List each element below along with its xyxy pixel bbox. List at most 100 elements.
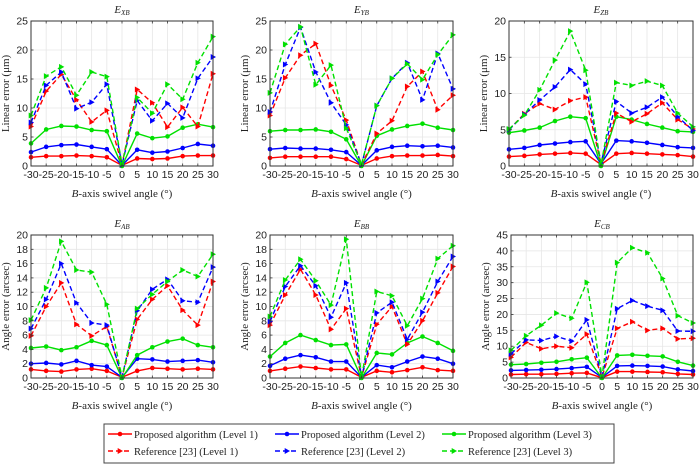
data-point [435, 51, 441, 58]
data-point [645, 353, 650, 359]
data-point [298, 154, 303, 160]
data-point [165, 81, 171, 88]
data-point [537, 86, 543, 93]
data-point [404, 359, 410, 364]
data-point [554, 359, 559, 365]
x-tick-label: -10 [84, 381, 99, 393]
data-point [404, 83, 411, 90]
data-point [282, 61, 289, 68]
data-point [660, 364, 665, 369]
data-point [74, 105, 80, 112]
x-tick-label: 10 [386, 381, 398, 393]
data-point [569, 370, 574, 376]
data-point [420, 317, 426, 324]
data-point [584, 279, 590, 286]
x-tick-label: 5 [374, 169, 380, 181]
y-tick-label: 6 [22, 330, 28, 342]
data-point [43, 144, 49, 150]
data-point [298, 262, 304, 269]
data-point [43, 360, 49, 366]
x-tick-label: 30 [207, 169, 219, 181]
y-tick-label: 15 [255, 74, 267, 86]
data-point [554, 366, 559, 372]
data-point [180, 125, 185, 131]
data-point [343, 125, 350, 132]
data-point [328, 62, 334, 69]
x-tick-label: 30 [207, 381, 219, 393]
x-tick-label: 20 [417, 381, 429, 393]
y-tick-label: 45 [496, 230, 508, 242]
data-point [435, 278, 441, 285]
data-point [630, 352, 635, 358]
data-point [165, 149, 170, 154]
data-point [583, 139, 588, 144]
x-tick-label: -25 [39, 381, 54, 393]
data-point [435, 152, 441, 158]
data-point [328, 367, 334, 372]
data-point [374, 321, 380, 328]
data-point [523, 367, 529, 373]
data-point [150, 291, 156, 298]
data-point [614, 79, 620, 86]
x-axis-label: B-axis swivel angle (°) [551, 188, 652, 200]
data-point [180, 367, 185, 372]
data-point [660, 142, 665, 148]
legend-label: Reference [23] (Level 3) [468, 447, 573, 458]
data-point [614, 151, 619, 156]
data-point [89, 362, 94, 368]
data-point [328, 326, 334, 333]
y-tick-label: 10 [494, 88, 506, 100]
data-point [282, 277, 289, 284]
data-point [389, 75, 395, 82]
legend-marker-circle [451, 431, 457, 437]
data-point [675, 128, 680, 134]
data-point [165, 282, 171, 289]
data-point [629, 82, 635, 89]
y-tick-label: 20 [16, 45, 28, 57]
data-point [298, 146, 303, 151]
data-point [104, 322, 110, 329]
data-point [569, 338, 575, 345]
legend-marker-triangle [117, 448, 123, 454]
data-point [645, 363, 650, 369]
data-point [614, 259, 621, 266]
data-point [552, 57, 558, 64]
data-point [328, 154, 334, 160]
data-point [343, 359, 349, 364]
x-tick-label: 15 [162, 169, 174, 181]
data-point [374, 362, 380, 368]
data-point [614, 110, 620, 117]
data-point [630, 244, 636, 251]
data-point [195, 342, 201, 348]
data-point [523, 332, 530, 339]
data-point [404, 153, 410, 158]
panel-title: EAB [113, 218, 130, 231]
data-point [74, 267, 80, 274]
data-point [313, 127, 319, 132]
data-point [165, 134, 170, 139]
data-point [104, 73, 110, 80]
data-point [374, 288, 380, 295]
data-point [195, 123, 201, 130]
data-point [583, 115, 588, 121]
legend: Proposed algorithm (Level 1) Proposed alg… [103, 423, 615, 464]
data-point [644, 110, 650, 117]
x-tick-label: 30 [447, 381, 459, 393]
data-point [165, 359, 170, 364]
data-point [328, 99, 334, 106]
data-point [313, 40, 319, 47]
legend-label: Proposed algorithm (Level 1) [134, 430, 258, 441]
data-point [59, 123, 64, 129]
data-point [59, 260, 65, 267]
x-axis-label: B-axis swivel angle (°) [311, 400, 412, 412]
data-point [435, 340, 441, 346]
x-tick-label: 15 [162, 381, 174, 393]
legend-label: Proposed algorithm (Level 2) [301, 430, 425, 441]
x-tick-label: -10 [323, 381, 338, 393]
x-tick-label: -15 [308, 381, 323, 393]
data-point [43, 127, 49, 132]
data-point [43, 344, 49, 349]
data-point [180, 145, 185, 151]
data-point [629, 139, 634, 144]
data-point [298, 364, 303, 369]
